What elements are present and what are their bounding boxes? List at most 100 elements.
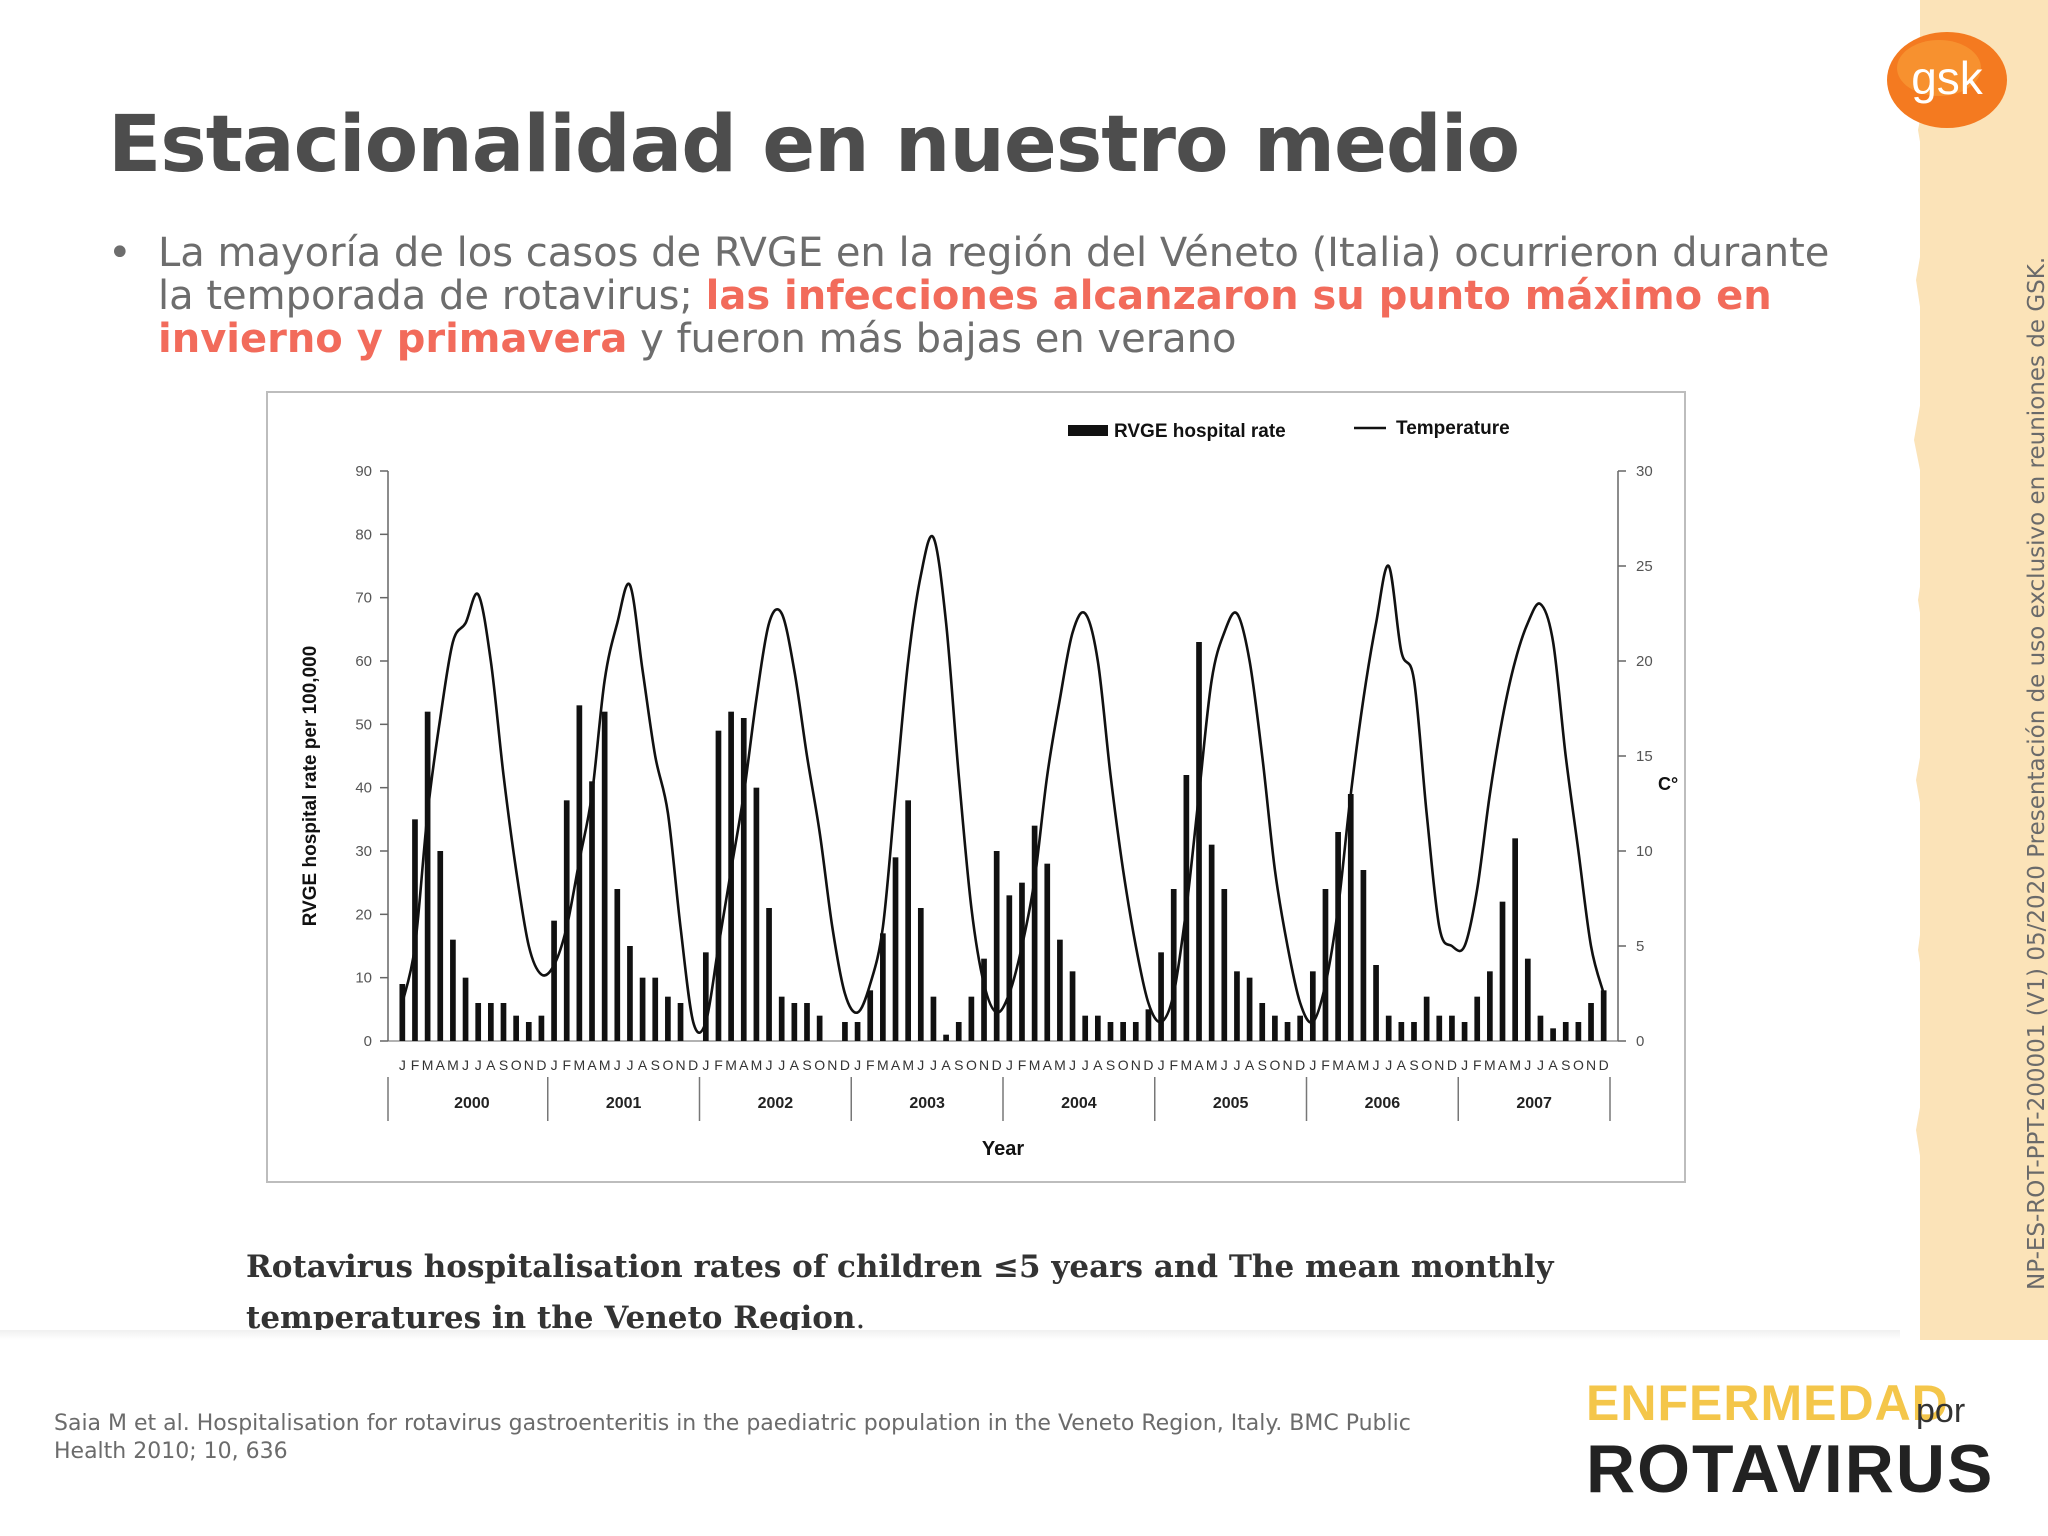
bar-rvge (1436, 1015, 1443, 1041)
y2-tick-label: 20 (1636, 653, 1653, 670)
bar-rvge (538, 1015, 545, 1041)
enfermedad-rotavirus-logo: ENFERMEDAD por ROTAVIRUS (1586, 1374, 1992, 1507)
citation: Saia M et al. Hospitalisation for rotavi… (54, 1411, 1411, 1464)
bar-rvge (880, 933, 886, 1041)
month-tick-label: J (1524, 1057, 1531, 1073)
month-tick-label: A (436, 1057, 446, 1073)
month-tick-label: J (702, 1057, 709, 1073)
month-tick-label: O (814, 1057, 825, 1073)
bar-rvge (513, 1015, 519, 1041)
bar-rvge (677, 1003, 684, 1041)
bar-rvge (1158, 952, 1164, 1041)
month-tick-label: A (1194, 1057, 1204, 1073)
bar-rvge (955, 1022, 962, 1041)
bar-rvge (854, 1022, 861, 1041)
bar-rvge (1120, 1022, 1126, 1041)
bar-rvge (842, 1022, 848, 1041)
month-tick-label: J (1221, 1057, 1228, 1073)
month-tick-label: D (1447, 1057, 1457, 1073)
month-tick-label: M (599, 1057, 611, 1073)
logo-por: por (1916, 1392, 1966, 1430)
month-tick-label: M (574, 1057, 586, 1073)
bar-rvge (993, 851, 1000, 1041)
bar-rvge (1347, 794, 1354, 1041)
bullet-text: La mayoría de los casos de RVGE en la re… (158, 232, 1868, 361)
bar-rvge (816, 1015, 823, 1041)
bar-rvge (412, 819, 418, 1041)
y-tick-label: 60 (355, 653, 372, 670)
bar-rvge (1309, 971, 1316, 1041)
month-tick-label: F (1018, 1057, 1027, 1073)
month-tick-label: F (562, 1057, 571, 1073)
bar-rvge (627, 946, 633, 1041)
y2-tick-label: 25 (1636, 558, 1653, 575)
bar-rvge (1284, 1022, 1291, 1041)
bar-rvge (1398, 1022, 1405, 1041)
bar-rvge (1019, 882, 1025, 1041)
y2-tick-label: 5 (1636, 938, 1644, 955)
bar-rvge (1246, 977, 1253, 1041)
month-tick-label: J (551, 1057, 558, 1073)
month-tick-label: A (1093, 1057, 1103, 1073)
month-tick-label: M (1206, 1057, 1218, 1073)
year-label: 2005 (1213, 1095, 1249, 1112)
bar-rvge (601, 711, 608, 1041)
bar-rvge (753, 787, 760, 1041)
bar-rvge (1208, 844, 1215, 1041)
divider-shadow (0, 1330, 1900, 1340)
bar-rvge (804, 1003, 810, 1041)
bar-rvge (943, 1034, 949, 1041)
bar-rvge (1550, 1028, 1556, 1041)
month-tick-label: F (1321, 1057, 1330, 1073)
month-tick-label: J (626, 1057, 633, 1073)
month-tick-label: A (1346, 1057, 1356, 1073)
bar-rvge (1297, 1015, 1304, 1041)
month-tick-label: J (1537, 1057, 1544, 1073)
slide-title: Estacionalidad en nuestro medio (108, 100, 1520, 190)
month-tick-label: J (462, 1057, 469, 1073)
chart-caption: Rotavirus hospitalisation rates of child… (246, 1242, 1706, 1344)
bar-rvge (1335, 832, 1341, 1041)
gsk-logo: gsk (1887, 32, 2007, 128)
month-tick-label: D (1295, 1057, 1305, 1073)
y-tick-label: 40 (355, 780, 372, 797)
month-tick-label: A (790, 1057, 800, 1073)
month-tick-label: O (1269, 1057, 1280, 1073)
bar-rvge (1170, 889, 1177, 1041)
month-tick-label: M (1484, 1057, 1496, 1073)
y-tick-label: 80 (355, 526, 372, 543)
bar-rvge (981, 958, 987, 1041)
y2-tick-label: 30 (1636, 463, 1653, 480)
month-tick-label: A (1043, 1057, 1053, 1073)
y2-axis-title: C° (1658, 774, 1678, 794)
month-tick-label: J (854, 1057, 861, 1073)
bar-rvge (589, 781, 595, 1041)
bar-rvge (917, 908, 924, 1041)
y-tick-label: 20 (355, 906, 372, 923)
bar-rvge (487, 1003, 494, 1041)
month-tick-label: N (1586, 1057, 1596, 1073)
month-tick-label: J (1069, 1057, 1076, 1073)
year-label: 2000 (454, 1095, 490, 1112)
month-tick-label: M (1509, 1057, 1521, 1073)
month-tick-label: M (422, 1057, 434, 1073)
bar-rvge (639, 977, 646, 1041)
month-tick-label: J (1158, 1057, 1165, 1073)
month-tick-label: F (1169, 1057, 1178, 1073)
month-tick-label: J (930, 1057, 937, 1073)
bar-rvge (1411, 1022, 1417, 1041)
bar-rvge (1196, 642, 1202, 1041)
month-tick-label: M (1358, 1057, 1370, 1073)
month-tick-label: M (1054, 1057, 1066, 1073)
year-label: 2006 (1365, 1095, 1401, 1112)
temperature-line (401, 534, 1605, 1034)
bar-rvge (930, 996, 937, 1041)
bar-rvge (1082, 1015, 1089, 1041)
month-tick-label: S (1409, 1057, 1418, 1073)
month-tick-label: O (1573, 1057, 1584, 1073)
bar-rvge (867, 990, 874, 1041)
month-tick-label: A (587, 1057, 597, 1073)
month-tick-label: A (941, 1057, 951, 1073)
bar-rvge (1322, 889, 1329, 1041)
